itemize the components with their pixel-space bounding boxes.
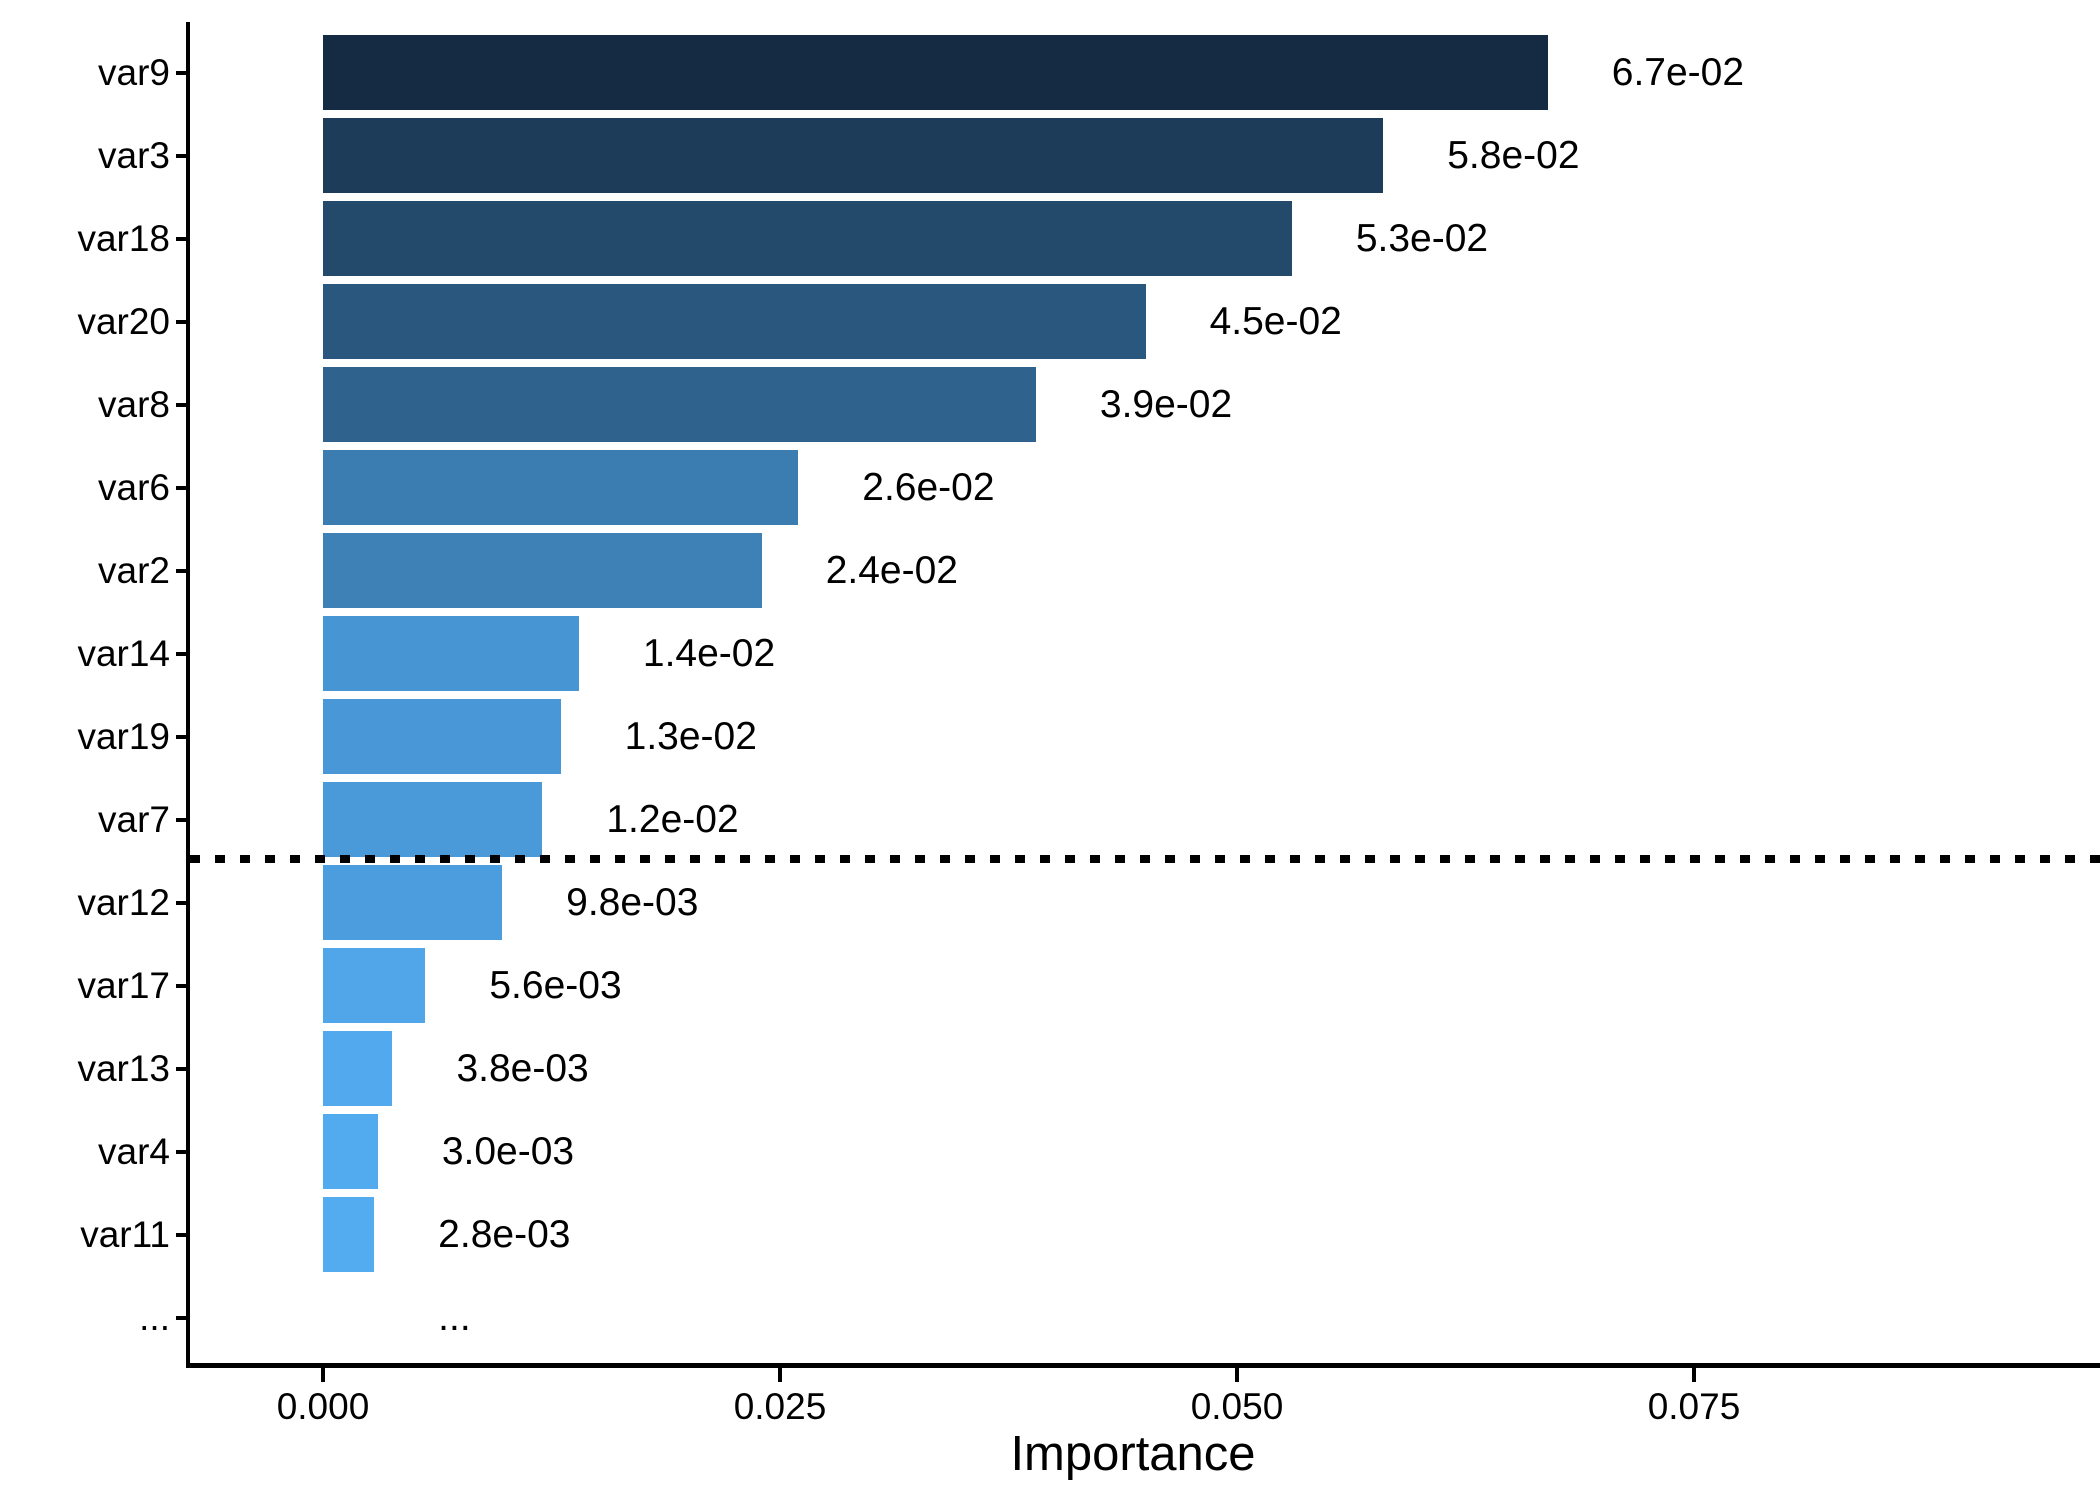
value-label-var18: 5.3e-02: [1355, 216, 1489, 260]
x-axis-title: Importance: [1010, 1427, 1256, 1481]
y-tick-mark: [176, 1232, 190, 1237]
value-label-var8: 3.9e-02: [1099, 382, 1233, 426]
y-axis-label-var18: var18: [77, 217, 170, 259]
value-label-var19: 1.3e-02: [624, 714, 757, 758]
value-label-var17: 5.6e-03: [489, 963, 622, 1007]
x-tick-label-0.025: 0.025: [733, 1386, 827, 1427]
y-tick-mark: [176, 1066, 190, 1071]
y-tick-mark: [176, 983, 190, 988]
x-tick-mark: [1692, 1368, 1696, 1382]
y-axis-label-var7: var7: [98, 798, 170, 840]
x-tick-label-0.075: 0.075: [1647, 1386, 1741, 1427]
y-axis-label-var8: var8: [98, 383, 170, 425]
value-label-var12: 9.8e-03: [566, 880, 699, 924]
bar-var8: [323, 367, 1036, 442]
y-axis-label-var6: var6: [98, 466, 170, 508]
y-tick-mark: [176, 153, 190, 158]
bar-var9: [323, 35, 1548, 110]
value-label-dotdotdot: ...: [438, 1295, 471, 1339]
y-axis-label-var19: var19: [77, 715, 170, 757]
y-tick-mark: [176, 319, 190, 324]
x-tick-mark: [321, 1368, 325, 1382]
y-tick-mark: [176, 1149, 190, 1154]
x-tick-label-0.000: 0.000: [276, 1386, 370, 1427]
x-tick-mark: [1235, 1368, 1239, 1382]
y-tick-mark: [176, 817, 190, 822]
y-axis-label-var20: var20: [77, 300, 170, 342]
y-axis-label-var12: var12: [77, 881, 170, 923]
x-tick-mark: [778, 1368, 782, 1382]
y-tick-mark: [176, 70, 190, 75]
y-tick-mark: [176, 1315, 190, 1320]
bar-var13: [323, 1031, 393, 1106]
value-label-var7: 1.2e-02: [606, 797, 739, 841]
bar-var6: [323, 450, 799, 525]
bar-var20: [323, 284, 1146, 359]
y-tick-mark: [176, 485, 190, 490]
value-label-var4: 3.0e-03: [441, 1129, 575, 1173]
bar-var11: [323, 1197, 375, 1272]
value-label-var6: 2.6e-02: [862, 465, 995, 509]
bar-var14: [323, 616, 579, 691]
y-tick-mark: [176, 651, 190, 656]
value-label-var9: 6.7e-02: [1611, 50, 1745, 94]
y-axis-label-var4: var4: [98, 1130, 170, 1172]
y-axis-label-var11: var11: [80, 1213, 170, 1255]
value-label-var20: 4.5e-02: [1209, 299, 1342, 343]
value-label-var11: 2.8e-03: [438, 1212, 571, 1256]
value-label-var14: 1.4e-02: [642, 631, 776, 675]
y-axis-line: [186, 22, 190, 1368]
value-label-var2: 2.4e-02: [825, 548, 958, 592]
bar-var17: [323, 948, 426, 1023]
bar-var19: [323, 699, 561, 774]
y-tick-mark: [176, 900, 190, 905]
x-tick-label-0.050: 0.050: [1190, 1386, 1284, 1427]
bar-var7: [323, 782, 543, 857]
bar-var2: [323, 533, 762, 608]
threshold-dotted-line: [190, 855, 2100, 863]
y-axis-label-var14: var14: [77, 632, 170, 674]
bar-var4: [323, 1114, 378, 1189]
bar-var18: [323, 201, 1292, 276]
y-axis-label-var13: var13: [77, 1047, 170, 1089]
x-axis-line: [186, 1363, 2100, 1368]
y-axis-label-var2: var2: [98, 549, 170, 591]
y-axis-label-var9: var9: [98, 51, 170, 93]
y-axis-label-var17: var17: [77, 964, 170, 1006]
y-axis-label-var3: var3: [98, 134, 170, 176]
y-tick-mark: [176, 568, 190, 573]
y-tick-mark: [176, 734, 190, 739]
value-label-var3: 5.8e-02: [1447, 133, 1580, 177]
y-tick-mark: [176, 236, 190, 241]
bar-var3: [323, 118, 1384, 193]
value-label-var13: 3.8e-03: [456, 1046, 589, 1090]
y-axis-label-dotdotdot: ...: [139, 1296, 170, 1338]
y-tick-mark: [176, 402, 190, 407]
bar-var12: [323, 865, 503, 940]
